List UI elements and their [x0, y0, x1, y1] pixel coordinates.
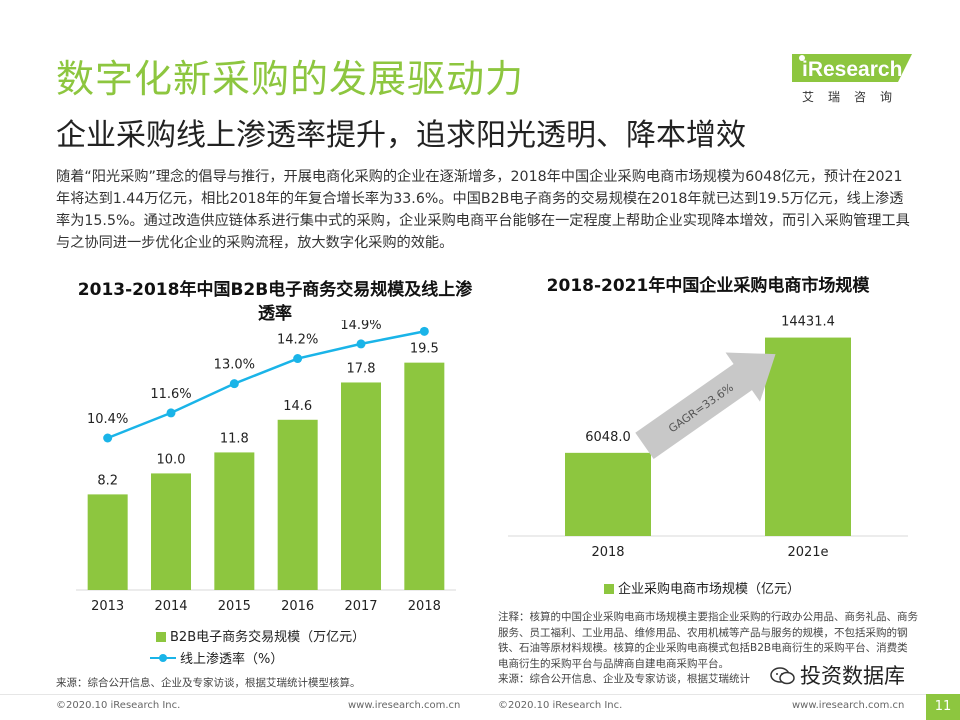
bar-2018 — [404, 362, 445, 590]
logo-badge-shape — [792, 54, 912, 82]
bar-2021e — [765, 337, 851, 536]
logo-cn-text: 艾瑞咨询 — [802, 90, 907, 104]
left-source: 来源：综合公开信息、企业及专家访谈，根据艾瑞统计模型核算。 — [56, 677, 361, 689]
legend-bar-label: B2B电子商务交易规模（万亿元） — [170, 630, 366, 645]
footer-url-right: www.iresearch.com.cn — [792, 700, 905, 711]
left-chart: 8.2 2013 10.0 2014 11.8 2015 14.6 2016 17.8 2017 1… — [76, 320, 456, 614]
bar-label-2018: 19.5 — [410, 342, 439, 357]
x-tick-2015: 2015 — [218, 599, 251, 614]
legend-right-label: 企业采购电商市场规模（亿元） — [618, 582, 801, 597]
bar-2014 — [151, 473, 191, 590]
x-tick-2017: 2017 — [344, 599, 377, 614]
iresearch-logo: iResearch 艾瑞咨询 — [788, 50, 918, 110]
bar-label-2015: 11.8 — [220, 431, 249, 446]
page-number: 11 — [926, 694, 960, 720]
x-tick-2018: 2018 — [591, 545, 624, 560]
x-tick-2018: 2018 — [408, 599, 441, 614]
line-point-2013 — [103, 433, 113, 443]
right-legend: 企业采购电商市场规模（亿元） — [604, 578, 800, 597]
bar-label-2021e: 14431.4 — [781, 315, 835, 330]
line-point-2018 — [419, 326, 429, 336]
footer-divider — [0, 694, 960, 695]
page-title: 数字化新采购的发展驱动力 — [56, 57, 525, 101]
line-point-2016 — [293, 354, 303, 364]
footer-copyright-left: ©2020.10 iResearch Inc. — [56, 700, 181, 711]
bar-2017 — [341, 382, 381, 590]
right-note: 注释：核算的中国企业采购电商市场规模主要指企业采购的行政办公用品、商务礼品、商务… — [498, 611, 918, 670]
x-tick-2014: 2014 — [154, 599, 187, 614]
line-point-2015 — [229, 379, 239, 389]
line-series — [107, 330, 425, 440]
bar-2013 — [87, 494, 128, 590]
x-tick-2021e: 2021e — [787, 545, 828, 560]
left-legend-bar: B2B电子商务交易规模（万亿元） — [156, 626, 365, 645]
footer-url-left: www.iresearch.com.cn — [348, 700, 461, 711]
line-label-2013: 10.4% — [87, 412, 128, 427]
bar-2015 — [214, 452, 255, 590]
legend-bar-swatch — [156, 632, 166, 642]
line-point-2014 — [166, 408, 176, 418]
bar-label-2014: 10.0 — [157, 452, 186, 467]
wechat-icon — [770, 667, 795, 685]
intro-paragraph: 随着“阳光采购”理念的倡导与推行，开展电商化采购的企业在逐渐增多，2018年中国… — [56, 169, 910, 251]
right-chart-title: 2018-2021年中国企业采购电商市场规模 — [546, 276, 870, 296]
bar-label-2017: 17.8 — [347, 361, 376, 376]
legend-right-swatch — [604, 584, 614, 594]
line-label-2017: 14.9% — [340, 320, 381, 333]
page-subtitle: 企业采购线上渗透率提升，追求阳光透明、降本增效 — [56, 118, 746, 153]
legend-line-label: 线上渗透率（%） — [180, 652, 284, 667]
footer-copyright-right: ©2020.10 iResearch Inc. — [498, 700, 623, 711]
watermark: 投资数据库 — [770, 660, 905, 690]
bar-2016 — [277, 419, 318, 590]
line-label-2014: 11.6% — [150, 387, 191, 402]
growth-arrow-shape — [635, 352, 776, 459]
bar-label-2016: 14.6 — [283, 399, 312, 414]
bar-2018 — [565, 452, 651, 536]
left-chart-title: 2013-2018年中国B2B电子商务交易规模及线上渗透率 — [77, 280, 473, 324]
x-tick-2016: 2016 — [281, 599, 314, 614]
logo-brand-text: iResearch — [802, 58, 903, 81]
line-point-2017 — [356, 339, 366, 349]
line-label-2015: 13.0% — [214, 358, 255, 373]
line-label-2016: 14.2% — [277, 333, 318, 348]
legend-line-swatch — [150, 654, 176, 662]
bar-label-2013: 8.2 — [97, 473, 118, 488]
left-legend-line: 线上渗透率（%） — [150, 648, 283, 667]
right-source: 来源：综合公开信息、企业及专家访谈，根据艾瑞统计 — [498, 673, 750, 685]
watermark-text: 投资数据库 — [800, 664, 905, 688]
bar-label-2018: 6048.0 — [585, 430, 631, 445]
x-tick-2013: 2013 — [91, 599, 124, 614]
